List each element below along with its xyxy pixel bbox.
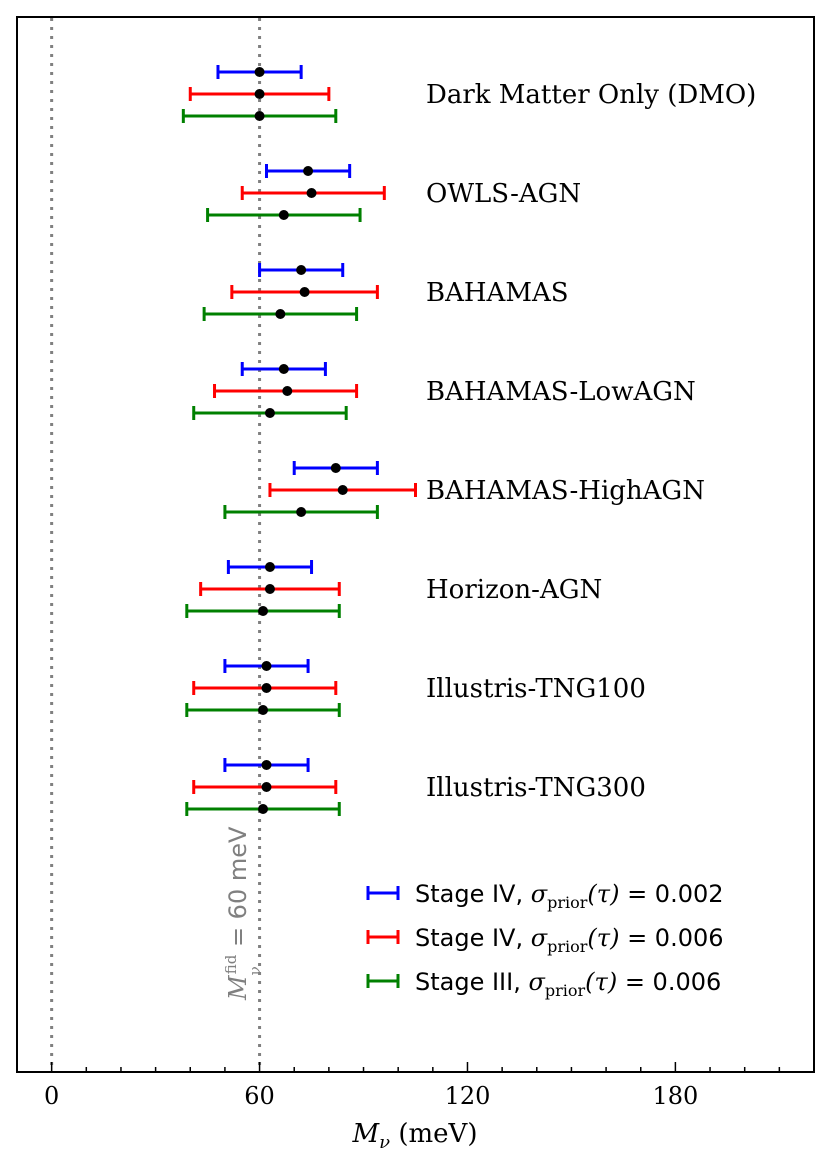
x-tick-label: 120: [445, 1082, 491, 1110]
model-label: BAHAMAS-LowAGN: [426, 377, 696, 407]
legend-rest: = 0.006: [619, 924, 723, 952]
fiducial-superscript: fid: [222, 954, 240, 974]
legend-entry: Stage IV, σprior(τ) = 0.006: [366, 924, 724, 956]
legend-prefix: Stage IV,: [415, 924, 531, 952]
data-point: [264, 584, 275, 594]
fiducial-symbol: M: [224, 974, 252, 1001]
model-label: BAHAMAS-HighAGN: [426, 476, 705, 506]
x-axis-symbol: M: [352, 1119, 381, 1149]
data-point: [258, 705, 269, 715]
x-tick-label: 60: [244, 1082, 275, 1110]
legend-sub: prior: [547, 893, 588, 912]
model-label: Illustris-TNG300: [426, 773, 646, 803]
data-point: [296, 265, 307, 275]
data-point: [282, 386, 293, 396]
legend-sub: prior: [547, 937, 588, 956]
model-group: [192, 362, 359, 420]
model-labels: Dark Matter Only (DMO) OWLS-AGN BAHAMAS BAH…: [426, 80, 756, 803]
x-axis-label: Mν (meV): [352, 1119, 478, 1153]
x-ticks: [16, 1062, 815, 1072]
fiducial-subscript: ν: [246, 966, 264, 975]
data-point: [258, 606, 269, 616]
legend-label: Stage IV, σprior(τ) = 0.006: [415, 924, 724, 956]
model-group: [181, 65, 338, 123]
model-label: Dark Matter Only (DMO): [426, 80, 756, 110]
legend-entry: Stage III, σprior(τ) = 0.006: [366, 968, 721, 1000]
legend-entry: Stage IV, σprior(τ) = 0.002: [366, 880, 724, 912]
data-point: [261, 782, 272, 792]
fiducial-rest: = 60 meV: [224, 826, 252, 955]
model-group: [185, 758, 341, 816]
plot-area: [16, 16, 815, 1073]
data-point: [261, 760, 272, 770]
model-group: [185, 560, 341, 618]
model-group: [206, 164, 386, 222]
legend-tau: (τ): [585, 968, 617, 996]
x-tick-labels: 0 60 120 180: [44, 1082, 698, 1110]
model-group: [202, 263, 379, 321]
model-group: [185, 659, 341, 717]
data-point: [299, 287, 310, 297]
legend-tau: (τ): [587, 880, 619, 908]
legend-tau: (τ): [587, 924, 619, 952]
x-tick-label: 180: [652, 1082, 698, 1110]
data-point: [306, 188, 317, 198]
data-point: [296, 507, 307, 517]
legend-label: Stage III, σprior(τ) = 0.006: [415, 968, 721, 1000]
data-point: [303, 166, 314, 176]
series-layer: [181, 65, 417, 816]
legend-label: Stage IV, σprior(τ) = 0.002: [415, 880, 724, 912]
data-point: [261, 661, 272, 671]
data-point: [264, 408, 275, 418]
fiducial-annotation: Mνfid = 60 meV: [222, 826, 264, 1001]
model-label: Illustris-TNG100: [426, 674, 646, 704]
data-point: [275, 309, 286, 319]
data-point: [278, 210, 289, 220]
data-point: [261, 683, 272, 693]
x-axis-unit: (meV): [390, 1119, 477, 1149]
model-label: BAHAMAS: [426, 278, 569, 308]
legend-sigma: σ: [531, 924, 548, 952]
data-point: [254, 89, 265, 99]
data-point: [258, 804, 269, 814]
legend-sigma: σ: [528, 968, 545, 996]
data-point: [254, 111, 265, 121]
x-tick-label: 0: [44, 1082, 59, 1110]
data-point: [264, 562, 275, 572]
legend-prefix: Stage III,: [415, 968, 528, 996]
data-point: [278, 364, 289, 374]
x-axis-subscript: ν: [379, 1132, 390, 1153]
legend-rest: = 0.002: [619, 880, 723, 908]
data-point: [254, 67, 265, 77]
data-point: [337, 485, 348, 495]
model-label: OWLS-AGN: [426, 179, 581, 209]
legend-sub: prior: [545, 981, 586, 1000]
legend-prefix: Stage IV,: [415, 880, 531, 908]
model-group: [223, 461, 417, 519]
legend-sigma: σ: [531, 880, 548, 908]
model-label: Horizon-AGN: [426, 575, 602, 605]
legend-rest: = 0.006: [617, 968, 721, 996]
data-point: [330, 463, 341, 473]
